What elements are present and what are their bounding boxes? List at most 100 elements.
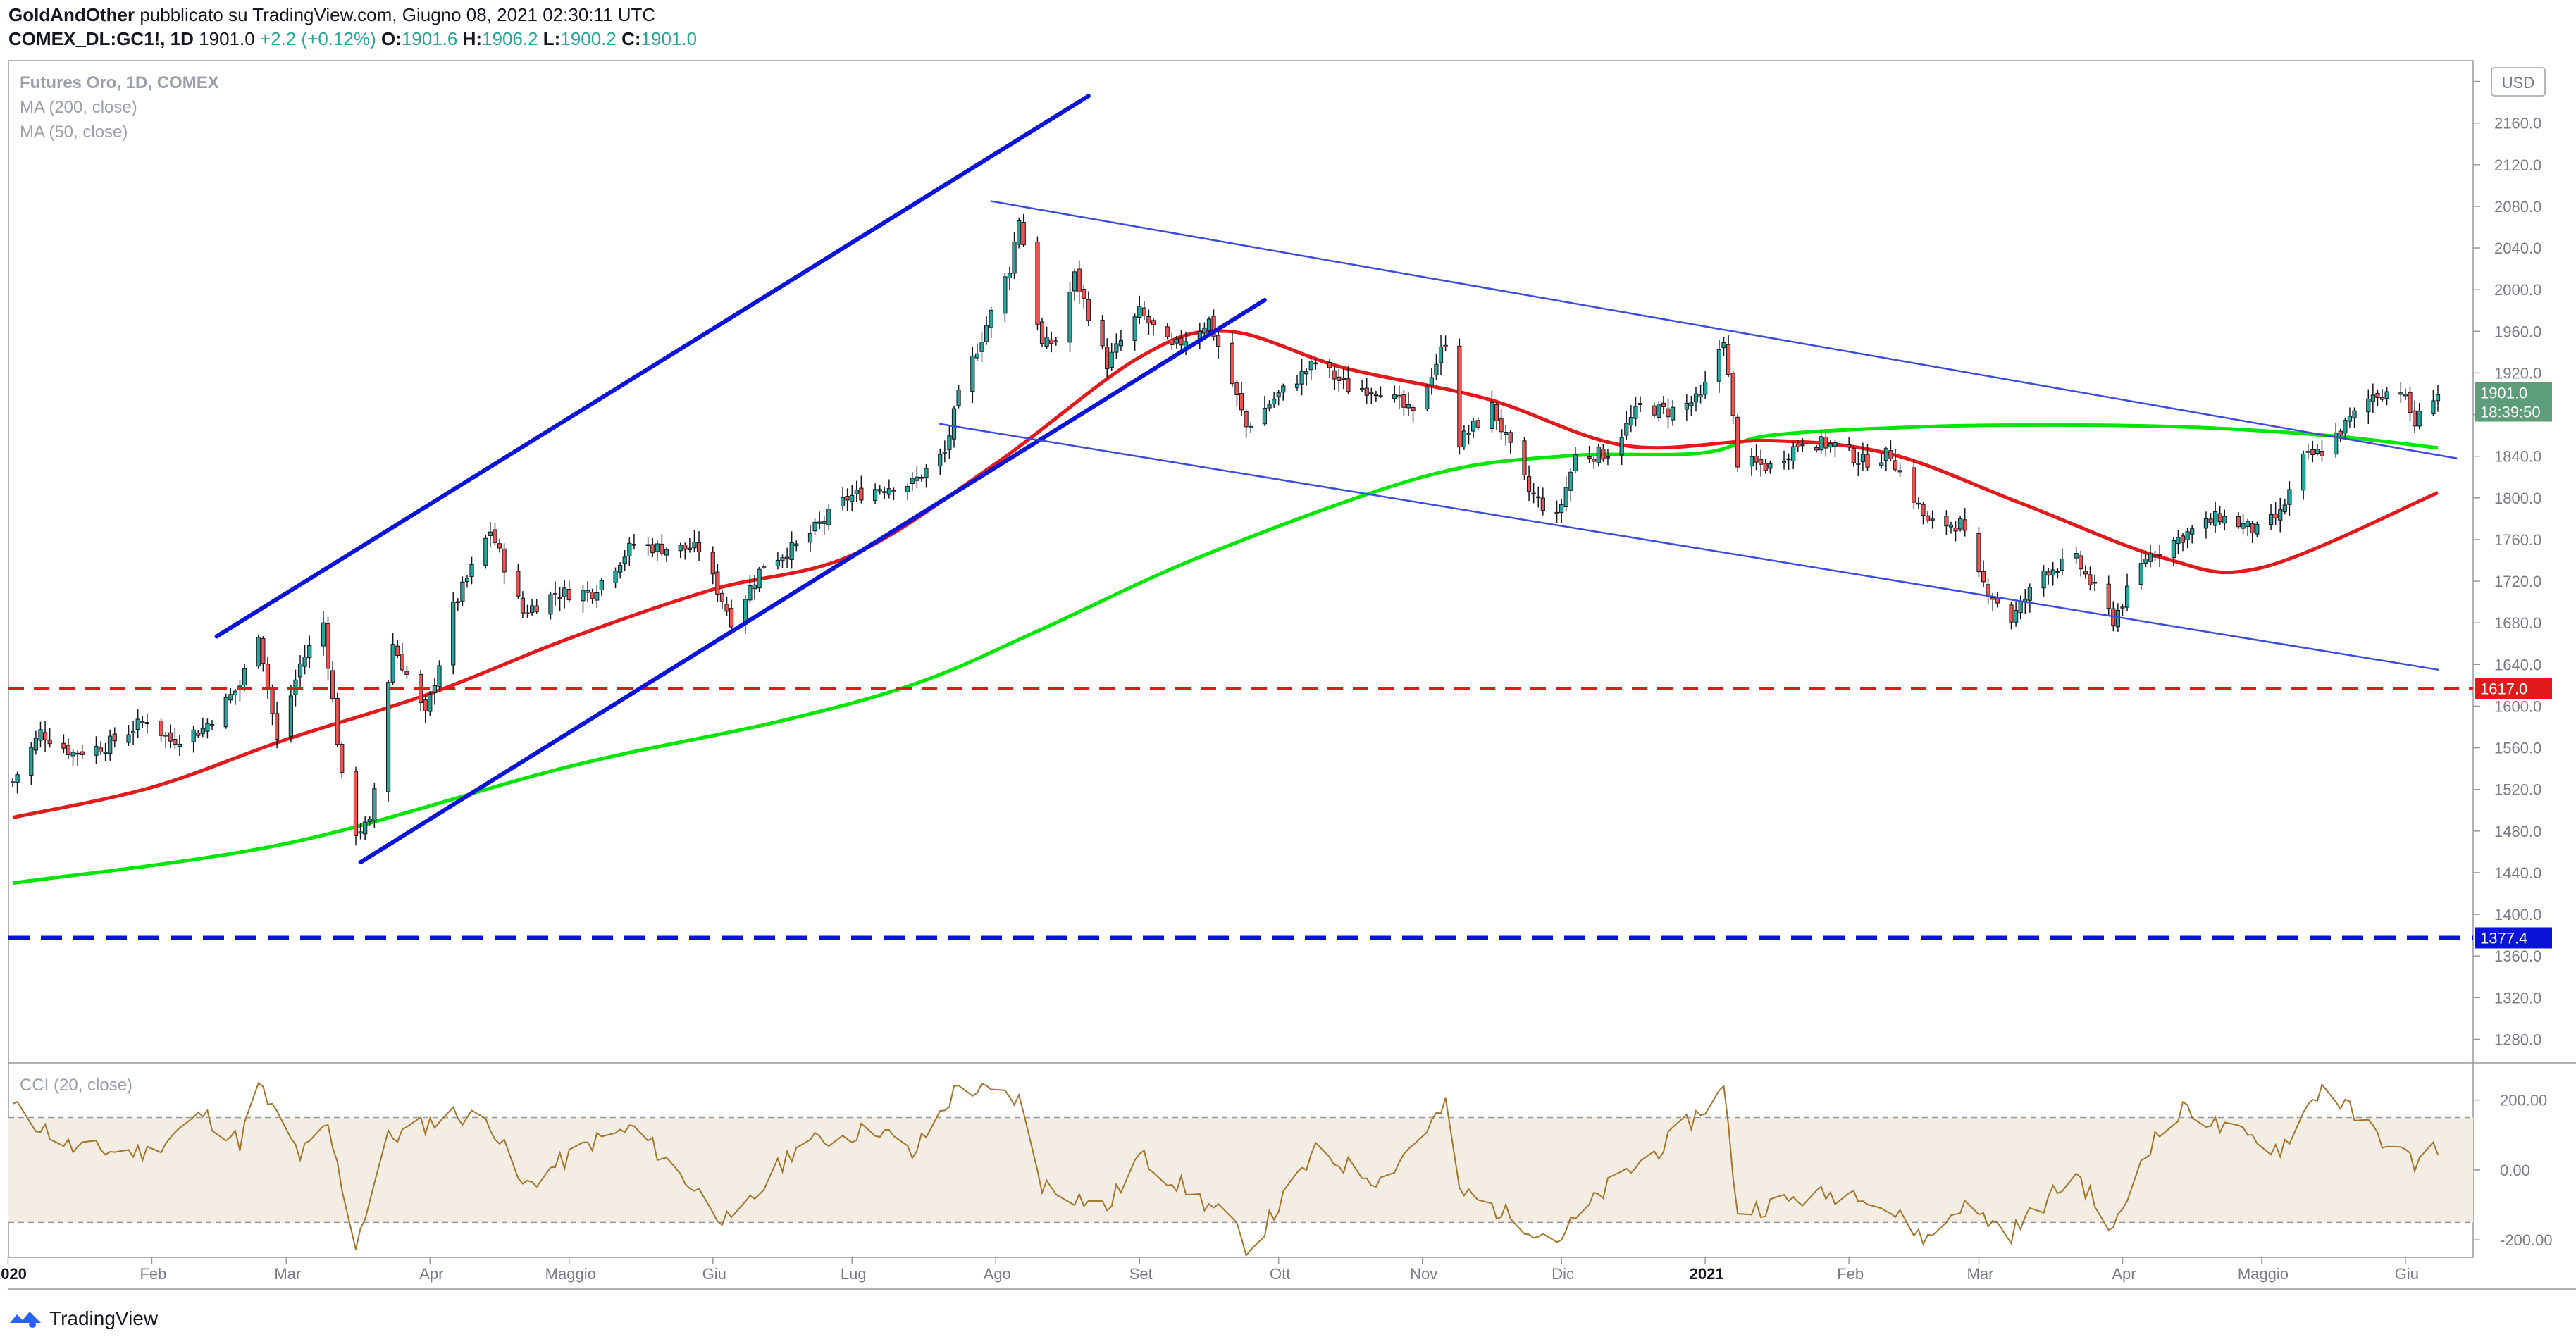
candle	[1179, 330, 1184, 352]
candle-body-up	[1109, 351, 1114, 368]
candle-body-down	[2079, 555, 2083, 570]
candle	[1141, 301, 1146, 321]
candle-body-up	[1249, 425, 1253, 428]
candle	[2185, 528, 2190, 549]
time-tick-label: Feb	[1837, 1265, 1864, 1283]
candle-body-down	[10, 781, 16, 783]
candle	[2083, 565, 2088, 579]
candle	[42, 720, 48, 752]
candle	[1587, 446, 1592, 463]
candle-body-up	[2398, 392, 2403, 395]
candle	[2009, 602, 2014, 630]
candle	[404, 665, 409, 679]
time-tick-label: Set	[1129, 1265, 1153, 1283]
drawings	[8, 94, 2473, 940]
candle	[1568, 468, 1573, 502]
candle-body-down	[1369, 392, 1374, 394]
candle-body-down	[1244, 411, 1249, 428]
candle-body-up	[1781, 461, 1787, 463]
candle	[2403, 388, 2408, 400]
last-price-badge-text: 1901.0	[2480, 385, 2527, 402]
price-tick-label: 2120.0	[2494, 156, 2541, 174]
candle-body-up	[358, 831, 363, 834]
candle-body-down	[1313, 362, 1318, 365]
cci-pane	[8, 1082, 2473, 1257]
candle-body-up	[437, 665, 442, 687]
candle-body-up	[956, 390, 961, 406]
candle-body-up	[1670, 406, 1676, 421]
candle-body-down	[42, 732, 48, 740]
candle	[1443, 335, 1448, 351]
legend-cci: CCI (20, close)	[20, 1076, 132, 1095]
candle-body-up	[2347, 416, 2353, 422]
candle	[1526, 465, 1532, 502]
candle-body-up	[951, 408, 957, 440]
candle	[1012, 232, 1017, 280]
candle	[599, 577, 604, 596]
candle-body-down	[683, 544, 688, 550]
candle-body-up	[135, 718, 140, 730]
candle	[451, 592, 456, 675]
price-tick-label: 2040.0	[2494, 239, 2541, 257]
candle-body-up	[622, 556, 627, 564]
tradingview-footer[interactable]: TradingView	[8, 1302, 158, 1336]
candle-body-up	[2305, 451, 2310, 453]
candle-body-down	[2379, 397, 2385, 400]
candle-body-up	[191, 729, 196, 742]
candle	[822, 516, 826, 535]
candle	[1072, 268, 1077, 301]
candle	[1962, 508, 1967, 537]
candle-body-up	[974, 353, 980, 359]
candle	[1304, 368, 1309, 386]
level-1617-badge-text: 1617.0	[2480, 680, 2527, 697]
candle-body-down	[1230, 342, 1234, 385]
candle-body-down	[516, 571, 521, 597]
candle-body-up	[2417, 411, 2422, 427]
legend-title: Futures Oro, 1D, COMEX	[20, 73, 219, 92]
candle	[1531, 483, 1536, 504]
candle	[223, 693, 228, 729]
candle-body-up	[2435, 394, 2441, 402]
tradingview-logo-icon	[10, 1312, 41, 1328]
candle-body-up	[1470, 421, 1476, 432]
candle-body-down	[1962, 519, 1967, 531]
candle	[1995, 591, 2000, 608]
candle-body-up	[1657, 404, 1661, 418]
candle	[595, 585, 600, 608]
candle	[2287, 481, 2292, 516]
candle	[1563, 475, 1568, 511]
currency-label: USD	[2502, 74, 2534, 92]
candle	[330, 661, 335, 703]
price-tick-label: 1360.0	[2494, 947, 2541, 965]
candle	[645, 537, 650, 556]
candle	[108, 729, 113, 761]
candle	[1082, 285, 1086, 309]
candle	[265, 656, 271, 699]
candle	[724, 597, 729, 616]
candle-body-up	[432, 685, 437, 693]
candle-body-down	[335, 698, 340, 745]
candle	[886, 479, 891, 499]
currency-badge[interactable]	[2491, 67, 2546, 97]
candle	[1466, 425, 1471, 445]
candle-body-down	[502, 548, 507, 573]
candle-body-down	[2009, 604, 2014, 623]
candle-body-up	[2343, 420, 2348, 434]
candle	[919, 474, 924, 482]
candle-body-up	[302, 657, 307, 667]
candle	[1206, 316, 1212, 335]
candle	[2041, 565, 2046, 597]
candle	[2334, 423, 2339, 458]
candle	[1916, 497, 1921, 509]
axes: 2200.02160.02120.02080.02040.02000.01960…	[0, 73, 2553, 1283]
candle-body-down	[1888, 450, 1893, 459]
candle	[2180, 533, 2186, 552]
candle	[200, 717, 205, 738]
candle	[1174, 335, 1179, 349]
candle	[1461, 425, 1467, 450]
candle-body-down	[1337, 376, 1342, 381]
candle-body-down	[2046, 571, 2051, 576]
candle	[859, 475, 864, 504]
candle-body-down	[2088, 574, 2093, 585]
